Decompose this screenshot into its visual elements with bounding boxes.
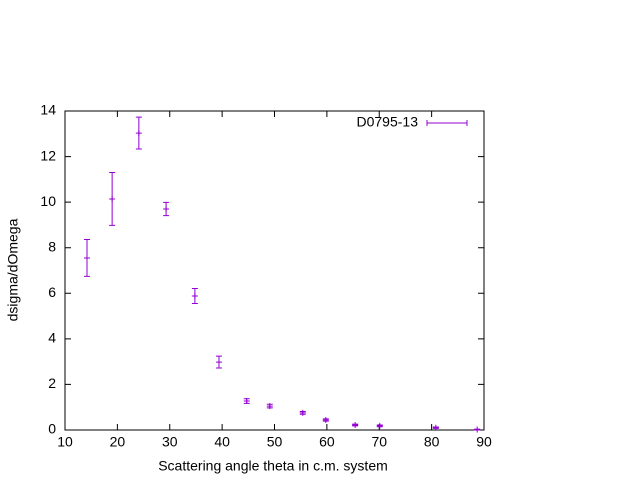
y-tick-label: 0 [48, 421, 56, 437]
x-tick-label: 30 [162, 434, 178, 450]
point [322, 416, 329, 423]
y-tick-label: 2 [48, 375, 56, 391]
point [135, 130, 142, 137]
point [83, 254, 90, 261]
x-tick-label: 10 [57, 434, 73, 450]
point [376, 422, 383, 429]
point [191, 293, 198, 300]
x-tick-label: 40 [214, 434, 230, 450]
x-tick-label: 80 [424, 434, 440, 450]
point [299, 409, 306, 416]
y-tick-label: 10 [40, 193, 56, 209]
x-axis-label: Scattering angle theta in c.m. system [158, 458, 388, 474]
point [432, 424, 439, 431]
point [243, 398, 250, 405]
point [352, 421, 359, 428]
point [109, 195, 116, 202]
point [474, 426, 481, 433]
point [266, 403, 273, 410]
point [163, 205, 170, 212]
y-tick-label: 6 [48, 284, 56, 300]
x-tick-label: 60 [319, 434, 335, 450]
point [215, 359, 222, 366]
x-tick-label: 50 [267, 434, 283, 450]
x-tick-label: 70 [371, 434, 387, 450]
y-tick-label: 8 [48, 238, 56, 254]
legend-label: D0795-13 [357, 114, 419, 130]
y-axis-label: dsigma/dOmega [5, 218, 21, 321]
y-tick-label: 12 [40, 147, 56, 163]
legend-swatch [426, 120, 468, 126]
x-tick-label: 90 [476, 434, 492, 450]
y-tick-label: 14 [40, 102, 56, 118]
plot-border [64, 110, 485, 431]
y-tick-label: 4 [48, 330, 56, 346]
x-tick-label: 20 [110, 434, 126, 450]
